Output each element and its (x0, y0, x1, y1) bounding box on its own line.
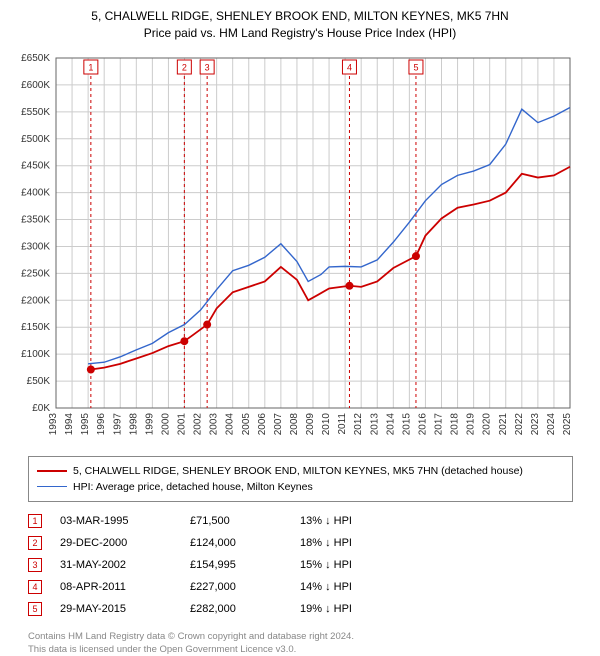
chart-svg: £0K £50K £100K £150K £200K £250K £300K £350K £40… (10, 48, 580, 448)
legend-label: 5, CHALWELL RIDGE, SHENLEY BROOK END, MI… (73, 465, 523, 477)
event-diff: 15% ↓ HPI (300, 559, 410, 571)
event-point-2 (180, 337, 188, 345)
event-marker-icon: 3 (28, 558, 42, 572)
svg-text:5: 5 (413, 62, 418, 72)
svg-text:2: 2 (182, 62, 187, 72)
event-marker-icon: 2 (28, 536, 42, 550)
svg-text:£450K: £450K (21, 160, 50, 171)
svg-text:£400K: £400K (21, 187, 50, 198)
svg-text:1995: 1995 (80, 412, 91, 435)
svg-text:2013: 2013 (369, 412, 380, 435)
svg-text:2025: 2025 (562, 412, 573, 435)
event-point-5 (412, 252, 420, 260)
svg-text:2022: 2022 (514, 412, 525, 435)
event-marker-icon: 5 (28, 602, 42, 616)
svg-text:£50K: £50K (27, 376, 51, 387)
events-table: 1 03-MAR-1995£71,50013% ↓ HPI 2 29-DEC-2000… (28, 510, 590, 620)
svg-text:2017: 2017 (434, 412, 445, 435)
svg-text:2001: 2001 (177, 412, 188, 435)
svg-text:£0K: £0K (32, 403, 50, 414)
event-date: 03-MAR-1995 (60, 515, 190, 527)
svg-text:1998: 1998 (128, 412, 139, 435)
svg-text:2007: 2007 (273, 412, 284, 435)
svg-text:2019: 2019 (466, 412, 477, 435)
svg-text:3: 3 (205, 62, 210, 72)
event-point-3 (203, 320, 211, 328)
svg-text:2023: 2023 (530, 412, 541, 435)
svg-text:2002: 2002 (193, 412, 204, 435)
svg-text:£150K: £150K (21, 322, 50, 333)
svg-text:£500K: £500K (21, 133, 50, 144)
svg-text:2003: 2003 (209, 412, 220, 435)
svg-text:1999: 1999 (144, 412, 155, 435)
event-row: 3 31-MAY-2002£154,99515% ↓ HPI (28, 554, 590, 576)
event-date: 31-MAY-2002 (60, 559, 190, 571)
svg-text:2016: 2016 (417, 412, 428, 435)
footer-line1: Contains HM Land Registry data © Crown c… (28, 630, 590, 643)
footer-line2: This data is licensed under the Open Gov… (28, 643, 590, 656)
svg-text:1994: 1994 (64, 412, 75, 435)
svg-text:£200K: £200K (21, 295, 50, 306)
event-date: 29-MAY-2015 (60, 603, 190, 615)
legend-swatch (37, 486, 67, 488)
svg-text:£350K: £350K (21, 214, 50, 225)
event-diff: 19% ↓ HPI (300, 603, 410, 615)
svg-text:£300K: £300K (21, 241, 50, 252)
event-price: £227,000 (190, 581, 300, 593)
legend: 5, CHALWELL RIDGE, SHENLEY BROOK END, MI… (28, 456, 573, 502)
legend-swatch (37, 470, 67, 472)
svg-text:1993: 1993 (48, 412, 59, 435)
svg-text:£550K: £550K (21, 106, 50, 117)
svg-text:2004: 2004 (225, 412, 236, 435)
event-marker-icon: 4 (28, 580, 42, 594)
svg-text:2010: 2010 (321, 412, 332, 435)
svg-text:£650K: £650K (21, 53, 50, 64)
svg-text:2024: 2024 (546, 412, 557, 435)
event-price: £282,000 (190, 603, 300, 615)
svg-text:2015: 2015 (401, 412, 412, 435)
legend-item: HPI: Average price, detached house, Milt… (37, 479, 564, 495)
event-row: 2 29-DEC-2000£124,00018% ↓ HPI (28, 532, 590, 554)
svg-text:£100K: £100K (21, 349, 50, 360)
svg-text:2011: 2011 (337, 412, 348, 434)
event-diff: 14% ↓ HPI (300, 581, 410, 593)
svg-text:2021: 2021 (498, 412, 509, 435)
event-diff: 13% ↓ HPI (300, 515, 410, 527)
legend-label: HPI: Average price, detached house, Milt… (73, 481, 313, 493)
event-date: 08-APR-2011 (60, 581, 190, 593)
event-row: 1 03-MAR-1995£71,50013% ↓ HPI (28, 510, 590, 532)
svg-text:1997: 1997 (112, 412, 123, 435)
event-price: £71,500 (190, 515, 300, 527)
event-price: £124,000 (190, 537, 300, 549)
svg-text:1: 1 (88, 62, 93, 72)
svg-text:4: 4 (347, 62, 352, 72)
price-chart: £0K £50K £100K £150K £200K £250K £300K £350K £40… (10, 48, 580, 448)
footer: Contains HM Land Registry data © Crown c… (28, 630, 590, 656)
event-marker-icon: 1 (28, 514, 42, 528)
event-point-1 (87, 365, 95, 373)
event-date: 29-DEC-2000 (60, 537, 190, 549)
svg-text:2020: 2020 (482, 412, 493, 435)
svg-text:2018: 2018 (450, 412, 461, 435)
chart-title: 5, CHALWELL RIDGE, SHENLEY BROOK END, MI… (10, 8, 590, 42)
event-point-4 (345, 281, 353, 289)
event-diff: 18% ↓ HPI (300, 537, 410, 549)
event-row: 4 08-APR-2011£227,00014% ↓ HPI (28, 576, 590, 598)
svg-text:2005: 2005 (241, 412, 252, 435)
svg-text:2009: 2009 (305, 412, 316, 435)
svg-text:£600K: £600K (21, 80, 50, 91)
legend-item: 5, CHALWELL RIDGE, SHENLEY BROOK END, MI… (37, 463, 564, 479)
svg-text:1996: 1996 (96, 412, 107, 435)
title-line2: Price paid vs. HM Land Registry's House … (10, 25, 590, 42)
svg-text:2000: 2000 (160, 412, 171, 435)
svg-text:2014: 2014 (385, 412, 396, 435)
svg-text:2012: 2012 (353, 412, 364, 435)
svg-text:2008: 2008 (289, 412, 300, 435)
svg-text:£250K: £250K (21, 268, 50, 279)
svg-text:2006: 2006 (257, 412, 268, 435)
event-row: 5 29-MAY-2015£282,00019% ↓ HPI (28, 598, 590, 620)
event-price: £154,995 (190, 559, 300, 571)
title-line1: 5, CHALWELL RIDGE, SHENLEY BROOK END, MI… (10, 8, 590, 25)
